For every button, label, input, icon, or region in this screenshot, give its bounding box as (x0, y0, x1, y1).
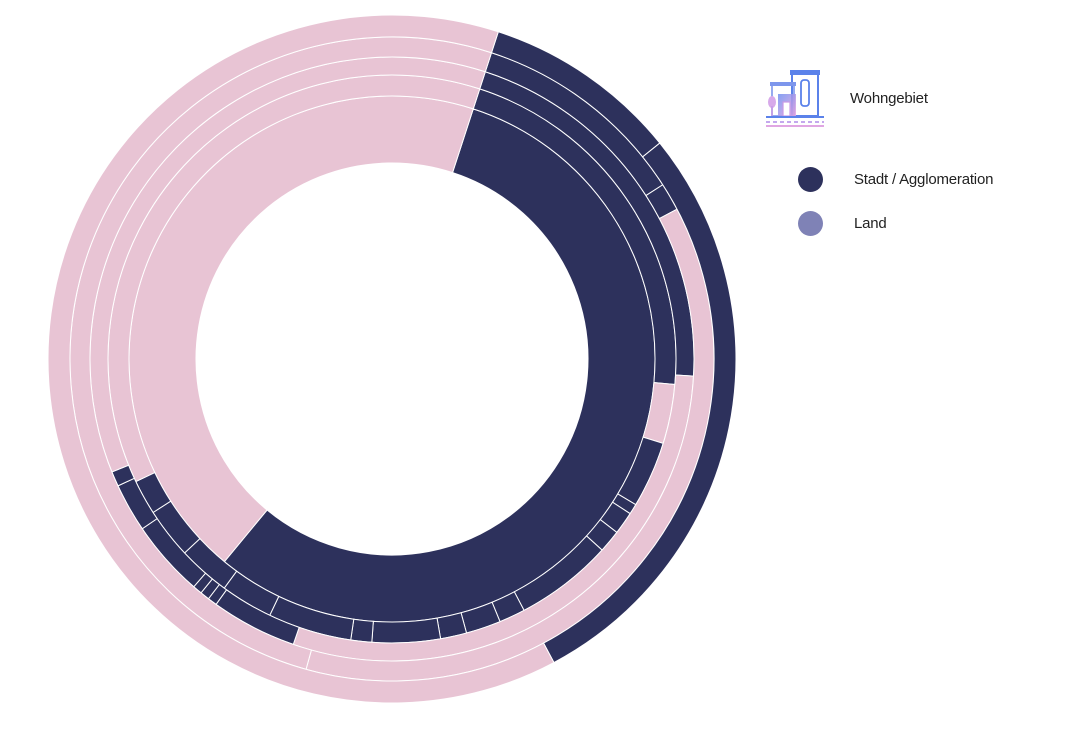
ring-2-segment-11 (371, 617, 442, 644)
legend-item-stadt: Stadt / Agglomeration (798, 167, 1058, 193)
ring-5-segment-3 (47, 14, 555, 704)
ring-2-segment-12 (350, 618, 374, 643)
sunburst-chart (47, 14, 737, 704)
legend-label-land: Land (854, 215, 887, 232)
legend-title: Wohngebiet (850, 90, 928, 107)
legend-item-land: Land (798, 211, 1058, 237)
legend-dot-land (798, 211, 823, 236)
city-buildings-icon (766, 70, 824, 127)
legend-dot-stadt (798, 167, 823, 192)
legend-header: Wohngebiet (760, 68, 1060, 128)
legend-label-stadt: Stadt / Agglomeration (854, 171, 994, 188)
legend: Wohngebiet Stadt / Agglomeration Land (760, 68, 1060, 268)
